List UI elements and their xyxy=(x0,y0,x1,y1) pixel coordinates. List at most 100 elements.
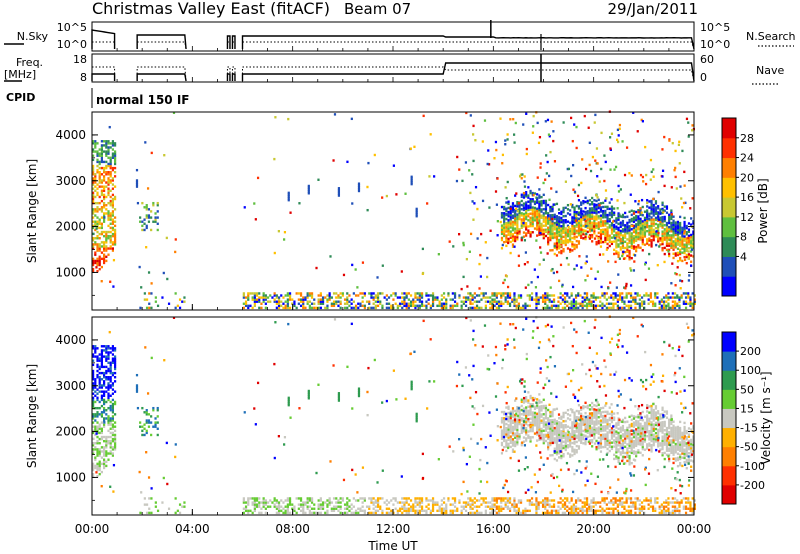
power-cell xyxy=(385,306,388,310)
power-cell xyxy=(593,219,596,223)
velocity-cell xyxy=(94,380,97,383)
power-cell xyxy=(533,219,537,222)
power-cell xyxy=(591,225,594,229)
power-cell xyxy=(317,306,320,310)
velocity-cell xyxy=(522,511,525,515)
power-cell xyxy=(143,292,146,295)
velocity-cell xyxy=(98,462,101,466)
velocity-cell xyxy=(114,435,117,439)
power-cell xyxy=(396,306,399,310)
power-cell xyxy=(672,215,675,218)
power-cell xyxy=(640,198,644,202)
power-cell xyxy=(608,207,611,211)
power-cell xyxy=(111,234,114,238)
velocity-cell xyxy=(518,433,521,436)
power-cell xyxy=(493,300,496,303)
velocity-cell xyxy=(528,503,531,506)
velocity-cell xyxy=(614,499,617,502)
power-cell xyxy=(632,300,635,303)
power-cell xyxy=(105,208,108,211)
power-cell xyxy=(114,175,117,178)
power-cell xyxy=(616,294,619,297)
velocity-cell xyxy=(98,357,101,360)
velocity-cell xyxy=(522,417,526,421)
power-cell xyxy=(573,208,576,211)
power-cell xyxy=(277,229,280,233)
velocity-cell xyxy=(114,429,117,433)
velocity-cell xyxy=(253,499,256,502)
power-cell xyxy=(529,212,532,215)
power-cell xyxy=(679,256,682,260)
power-cell xyxy=(321,302,325,305)
power-cell xyxy=(582,202,585,205)
power-cell xyxy=(683,227,686,230)
velocity-cell xyxy=(92,398,95,402)
velocity-cell xyxy=(354,511,358,515)
power-cell xyxy=(622,250,625,254)
power-cell xyxy=(605,197,608,200)
velocity-cell xyxy=(573,452,576,456)
power-cell xyxy=(150,216,153,219)
power-cell xyxy=(111,177,114,180)
power-cell xyxy=(597,206,600,210)
cpid-label: CPID xyxy=(6,91,35,104)
power-cell xyxy=(306,292,309,295)
power-cell xyxy=(639,209,642,212)
velocity-cell xyxy=(544,425,548,428)
velocity-cell xyxy=(625,509,628,513)
power-cell xyxy=(111,247,114,250)
power-cell xyxy=(668,225,671,229)
velocity-cell xyxy=(505,441,508,444)
power-cell xyxy=(588,211,592,214)
power-cell xyxy=(538,219,541,222)
power-cell xyxy=(337,304,340,308)
power-cell xyxy=(539,251,543,254)
velocity-cell xyxy=(560,440,563,443)
velocity-cell xyxy=(372,501,375,504)
velocity-cell xyxy=(507,424,510,427)
power-cell xyxy=(549,286,552,289)
velocity-cell xyxy=(451,509,454,513)
power-cell xyxy=(529,216,532,220)
power-cell xyxy=(341,292,344,295)
power-cell xyxy=(685,237,688,240)
power-cell xyxy=(518,211,521,215)
power-cell xyxy=(639,211,642,214)
velocity-cell xyxy=(517,511,520,515)
power-cell xyxy=(258,306,261,310)
velocity-cell xyxy=(313,511,316,515)
velocity-cell xyxy=(100,371,103,375)
velocity-cell xyxy=(531,436,534,439)
power-cell xyxy=(564,243,567,247)
velocity-cell xyxy=(538,405,541,408)
velocity-cell xyxy=(519,499,523,502)
velocity-cell xyxy=(251,511,254,515)
power-cell xyxy=(511,243,515,246)
power-cell xyxy=(275,294,278,297)
velocity-cell xyxy=(98,353,101,356)
velocity-cell xyxy=(553,408,556,411)
velocity-cell xyxy=(111,431,114,435)
velocity-cell xyxy=(562,430,565,433)
power-cell xyxy=(354,306,358,310)
power-cell xyxy=(641,230,644,233)
power-cell xyxy=(665,223,669,227)
power-cell xyxy=(674,244,677,247)
velocity-cell xyxy=(572,511,575,515)
power-cell xyxy=(669,296,672,299)
velocity-cell xyxy=(511,433,515,437)
power-cell xyxy=(628,210,631,214)
power-cell xyxy=(181,300,184,303)
velocity-cell xyxy=(558,429,561,432)
power-cell xyxy=(624,228,627,231)
velocity-cell xyxy=(449,511,452,515)
power-cell xyxy=(562,229,565,232)
velocity-cell xyxy=(585,509,589,513)
velocity-cell xyxy=(673,497,677,500)
velocity-cell xyxy=(552,503,556,506)
power-cell xyxy=(646,215,649,218)
power-cell xyxy=(431,292,435,295)
power-cell xyxy=(639,207,642,210)
power-cell xyxy=(535,296,538,299)
power-cell xyxy=(634,200,637,203)
